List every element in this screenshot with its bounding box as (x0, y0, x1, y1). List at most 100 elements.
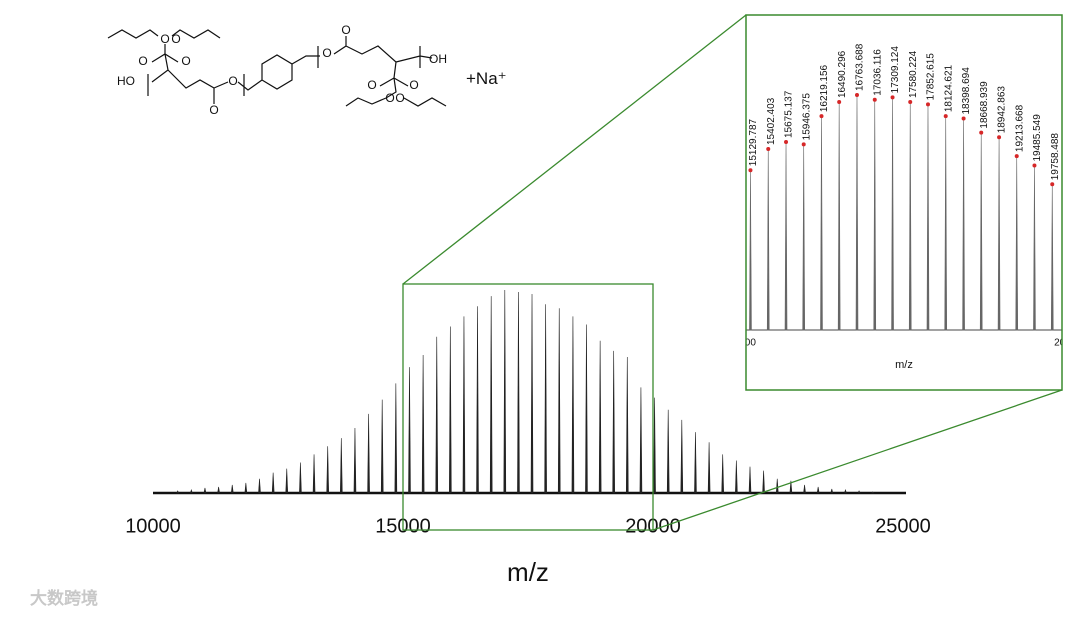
atom-label: OH (429, 52, 447, 66)
peak (421, 354, 425, 494)
peak-marker (997, 135, 1002, 140)
peak (653, 397, 656, 494)
peak-marker (801, 142, 806, 147)
peak (979, 132, 983, 331)
connector (652, 389, 1063, 531)
peak (380, 399, 384, 494)
peak-label: 18124.621 (943, 64, 954, 112)
peak (230, 484, 234, 494)
peak (962, 118, 965, 331)
peak (326, 446, 330, 494)
peak-marker (837, 100, 842, 105)
peak (544, 304, 547, 494)
peak (271, 472, 275, 494)
peak (803, 484, 806, 494)
ion-label: +Na⁺ (466, 69, 507, 88)
peak (873, 99, 877, 331)
peak-label: 16763.688 (855, 43, 866, 91)
x-tick-label: 15000 (728, 338, 756, 349)
peak (721, 454, 725, 494)
atom-label: O (160, 32, 169, 46)
peak (476, 306, 479, 494)
peak (449, 326, 452, 494)
x-axis-label: m/z (507, 557, 549, 587)
x-tick-label: 10000 (125, 515, 181, 537)
peak-label: 18668.939 (979, 81, 990, 129)
peak (625, 356, 629, 494)
peak (802, 144, 806, 331)
peak (598, 340, 602, 494)
connector (402, 14, 747, 285)
inset-frame (745, 14, 1063, 391)
atom-label: O (181, 54, 190, 68)
peak (855, 94, 859, 331)
peak (837, 102, 841, 331)
peak (530, 294, 534, 494)
peak-marker (854, 93, 859, 97)
watermark: 大数跨境 (30, 588, 98, 608)
peak (830, 488, 834, 494)
peak-label: 15675.137 (784, 90, 795, 138)
peak (707, 442, 711, 494)
atom-label: O (228, 74, 237, 88)
peak (462, 316, 466, 494)
peak (789, 480, 793, 494)
peak (244, 482, 248, 494)
atom-label: O (171, 32, 180, 46)
peak-marker (819, 114, 824, 119)
peak (1015, 156, 1019, 331)
atom-label: O (209, 103, 218, 117)
peak (749, 170, 752, 331)
peak (784, 141, 788, 331)
peak (820, 116, 823, 331)
peak-marker (961, 116, 966, 121)
peak-label: 18398.694 (961, 67, 972, 115)
peak (285, 468, 289, 494)
peak (353, 428, 357, 494)
peak-marker (890, 95, 895, 100)
peak (870, 491, 875, 494)
atom-label: O (385, 91, 394, 105)
peak (489, 296, 493, 494)
peak-label: 19485.549 (1032, 114, 1043, 162)
peak (189, 488, 193, 494)
peak (585, 324, 588, 494)
peak (926, 104, 930, 331)
peak (908, 102, 912, 331)
peak-label: 19758.488 (1050, 133, 1061, 181)
peak-label: 15402.403 (766, 97, 777, 145)
peak-label: 16219.156 (819, 64, 830, 112)
peak-marker (908, 100, 913, 105)
peak-label: 17309.124 (890, 46, 901, 94)
peak (857, 490, 861, 494)
peak (394, 383, 398, 494)
bond (107, 29, 447, 107)
x-axis-label: m/z (895, 359, 913, 371)
peak-label: 15129.787 (748, 118, 759, 166)
zoom-box (402, 283, 654, 531)
peak-label: 15946.375 (801, 93, 812, 141)
peak (517, 292, 520, 494)
peak-marker (1050, 182, 1055, 187)
peak (639, 387, 643, 494)
peak-label: 17580.224 (908, 50, 919, 98)
peak-label: 16490.296 (837, 50, 848, 98)
peak (557, 308, 561, 494)
peak (666, 409, 670, 494)
peak (1033, 165, 1036, 331)
peak (766, 149, 770, 331)
peak-label: 17036.116 (872, 49, 883, 96)
peak (312, 454, 316, 494)
atom-label: HO (117, 74, 135, 88)
peak (844, 488, 847, 494)
atom-label: O (322, 46, 331, 60)
peak-marker (1032, 163, 1037, 168)
peak-marker (943, 114, 948, 119)
peak-marker (925, 102, 930, 107)
peak (203, 487, 207, 494)
peak (299, 462, 302, 494)
peak (891, 97, 894, 331)
atom-label: O (341, 23, 350, 37)
